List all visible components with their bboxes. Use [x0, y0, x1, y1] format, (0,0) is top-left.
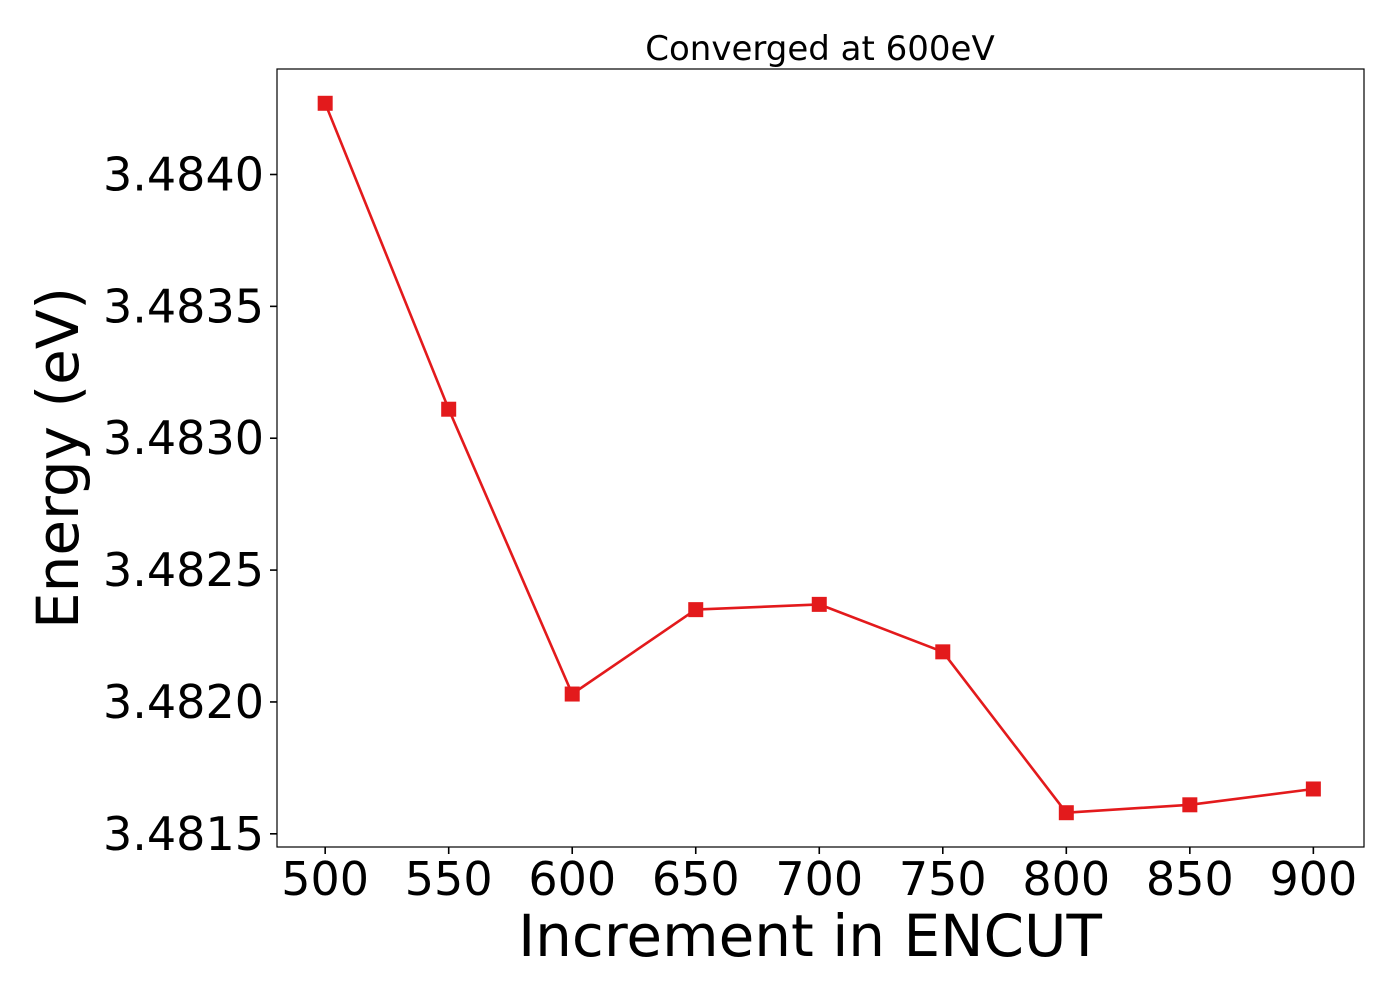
data-point-marker: [1182, 797, 1198, 813]
plot-frame: [276, 68, 1365, 848]
y-tick-label: 3.4815: [103, 807, 264, 861]
chart-title: Converged at 600eV: [645, 29, 994, 69]
x-tick-label: 900: [1269, 852, 1357, 906]
data-point-marker: [688, 602, 704, 618]
x-tick-label: 750: [899, 852, 987, 906]
x-tick-label: 550: [405, 852, 493, 906]
x-tick-label: 600: [528, 852, 616, 906]
x-tick-label: 500: [281, 852, 369, 906]
y-tick-label: 3.4820: [103, 675, 264, 729]
y-axis-label: Energy (eV): [24, 287, 92, 629]
data-point-marker: [1058, 805, 1074, 821]
series-layer: [317, 95, 1321, 821]
data-point-marker: [317, 95, 333, 111]
x-tick-label: 650: [652, 852, 740, 906]
data-point-marker: [1305, 781, 1321, 797]
y-tick-label: 3.4830: [103, 411, 264, 465]
x-tick-label: 850: [1146, 852, 1234, 906]
x-axis-label: Increment in ENCUT: [518, 902, 1102, 970]
data-point-marker: [935, 644, 951, 660]
y-tick-label: 3.4835: [103, 279, 264, 333]
x-tick-label: 700: [775, 852, 863, 906]
data-point-marker: [564, 686, 580, 702]
y-tick-label: 3.4825: [103, 543, 264, 597]
data-point-marker: [441, 401, 457, 417]
data-point-marker: [811, 596, 827, 612]
x-tick-label: 800: [1022, 852, 1110, 906]
y-tick-label: 3.4840: [103, 147, 264, 201]
x-axis-ticks: 500 550 600 650 700 750 800 850 900: [281, 847, 1357, 906]
y-axis-ticks: 3.4815 3.4820 3.4825 3.4830 3.4835 3.4840: [103, 147, 277, 861]
